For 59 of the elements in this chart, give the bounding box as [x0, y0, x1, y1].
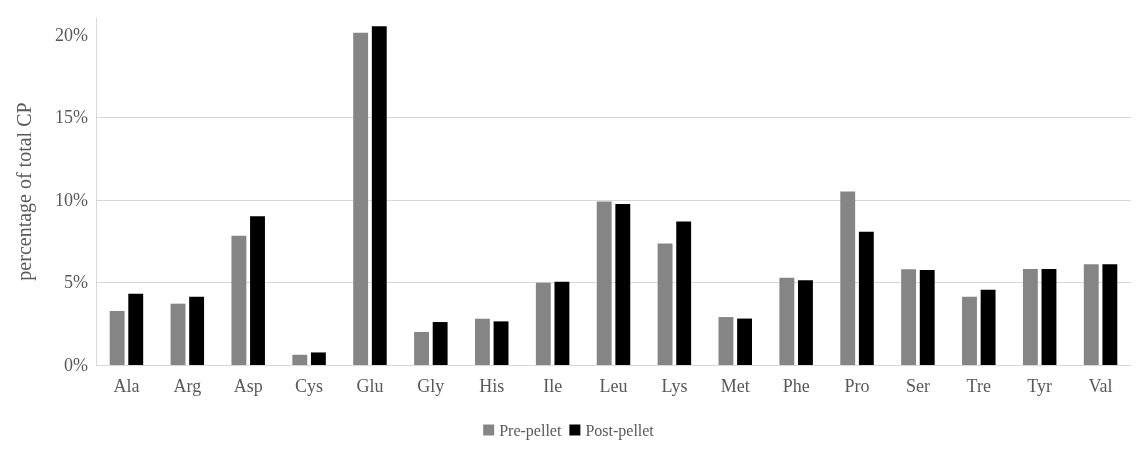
bar: [596, 201, 612, 365]
bar: [128, 293, 144, 365]
bar: [554, 281, 570, 365]
bar: [535, 282, 551, 365]
bar: [901, 269, 917, 365]
bar: [432, 322, 448, 365]
bar: [718, 317, 734, 365]
x-tick-label: Tyr: [1027, 376, 1053, 396]
bar: [371, 26, 387, 365]
y-axis-title: percentage of total CP: [13, 102, 36, 281]
x-tick-label: Arg: [173, 376, 202, 396]
bar: [615, 203, 631, 365]
bar: [414, 331, 429, 365]
legend-label: Pre-pellet: [499, 421, 562, 440]
bar: [676, 221, 692, 365]
x-tick-label: Leu: [599, 376, 628, 396]
x-tick-label: Gly: [417, 376, 445, 396]
bar: [231, 235, 247, 365]
y-tick-label: 0%: [64, 355, 88, 375]
y-tick-label: 15%: [55, 107, 88, 128]
x-tick-label: Lys: [661, 376, 688, 396]
bar: [1041, 269, 1057, 365]
bar: [353, 32, 369, 365]
y-tick-label: 20%: [55, 24, 88, 45]
bar: [474, 318, 490, 365]
bar: [657, 243, 673, 365]
x-tick-label: Glu: [356, 376, 384, 396]
legend-label: Post-pellet: [585, 421, 655, 440]
x-tick-label: Ile: [543, 376, 563, 396]
x-tick-label: Asp: [233, 376, 263, 396]
bar: [250, 216, 265, 365]
bar: [779, 277, 795, 365]
bar: [109, 310, 125, 365]
bar: [1022, 269, 1038, 365]
bar: [493, 321, 509, 365]
x-tick-label: Met: [720, 376, 750, 396]
bar: [980, 289, 996, 365]
bar: [962, 296, 977, 365]
bar: [1102, 264, 1118, 365]
bar: [189, 296, 205, 365]
x-tick-label: Ala: [113, 376, 140, 396]
bar: [310, 352, 326, 365]
bar: [170, 303, 186, 365]
x-tick-label: Pro: [844, 376, 870, 396]
x-tick-label: Ser: [905, 376, 930, 396]
y-tick-label: 10%: [55, 189, 88, 210]
bar: [292, 354, 308, 365]
x-tick-label: His: [479, 376, 505, 396]
x-tick-label: Tre: [966, 376, 991, 396]
bar: [919, 269, 935, 365]
x-tick-label: Phe: [782, 376, 810, 396]
x-tick-label: Val: [1088, 376, 1113, 396]
bar: [858, 231, 874, 365]
y-tick-label: 5%: [64, 272, 88, 293]
bar: [1083, 264, 1099, 365]
bar: [737, 318, 753, 365]
bar: [840, 191, 856, 365]
x-tick-label: Cys: [295, 376, 324, 396]
bar: [798, 280, 813, 365]
